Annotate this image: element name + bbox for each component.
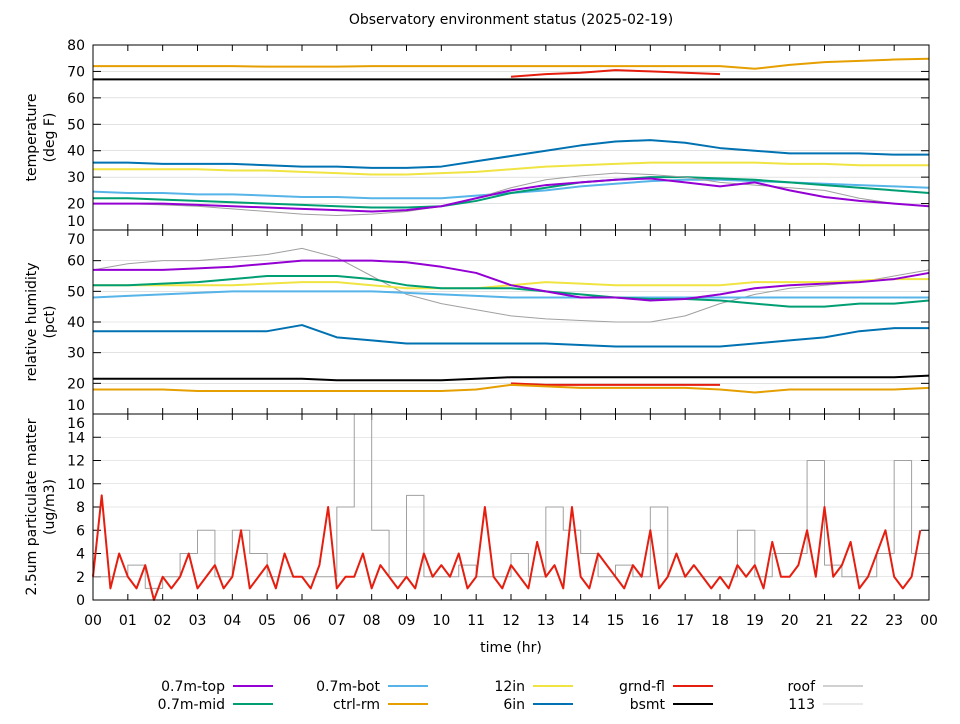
y-tick-label: 80	[67, 38, 85, 54]
y-tick-label: 4	[76, 547, 85, 563]
y-axis-label: (deg F)	[42, 113, 58, 163]
x-tick-label: 17	[676, 613, 694, 629]
series-line-0.7m-bot	[92, 290, 929, 299]
x-tick-label: 07	[328, 613, 346, 629]
series-line-0.7m-top	[93, 259, 930, 302]
y-tick-label: 50	[67, 284, 85, 300]
y-axis-label: (pct)	[42, 306, 58, 339]
series-line-ctrl-rm	[93, 57, 930, 70]
y-axis-label: relative humidity	[24, 262, 40, 381]
series-line-grnd-fl	[510, 69, 721, 78]
y-axis-label: (ug/m3)	[42, 479, 58, 535]
y-tick-label: 40	[67, 315, 85, 331]
legend-label: 0.7m-bot	[316, 679, 380, 695]
y-tick-label: 70	[67, 232, 85, 248]
y-tick-label: 20	[67, 197, 85, 213]
series-line-grnd-fl	[510, 382, 720, 386]
y-tick-label: 10	[67, 214, 85, 230]
y-tick-label: 12	[67, 454, 85, 470]
x-tick-label: 08	[363, 613, 381, 629]
x-tick-label: 21	[816, 613, 834, 629]
legend-label: 113	[788, 697, 815, 713]
series-line-roof	[93, 413, 929, 589]
series-line-6in	[93, 324, 929, 348]
y-tick-label: 60	[67, 91, 85, 107]
x-tick-label: 09	[398, 613, 416, 629]
series-line-roof	[92, 247, 930, 323]
x-tick-label: 02	[154, 613, 172, 629]
x-tick-label: 19	[746, 613, 764, 629]
x-tick-label: 22	[850, 613, 868, 629]
x-tick-label: 13	[537, 613, 555, 629]
x-tick-label: 18	[711, 613, 729, 629]
y-tick-label: 40	[67, 144, 85, 160]
panel-1: 10 20 30 40 50 60 70 relative humidity (pct)	[24, 229, 930, 415]
y-axis-label: temperature	[24, 94, 40, 182]
y-axis-label: 2.5um particulate matter	[24, 418, 40, 595]
x-axis-label: time (hr)	[480, 640, 542, 656]
legend: 0.7m-top 0.7m-mid 0.7m-bot ctrl-rm 12in 6in gr…	[158, 679, 863, 713]
legend-label: 0.7m-top	[161, 679, 225, 695]
series-line-0.7m-mid	[93, 275, 930, 308]
x-tick-label: 04	[223, 613, 241, 629]
x-tick-label: 14	[572, 613, 590, 629]
x-tick-label: 16	[641, 613, 659, 629]
y-tick-label: 16	[67, 416, 85, 432]
x-tick-label: 23	[885, 613, 903, 629]
series-line-0.7m-top	[93, 177, 930, 213]
x-tick-label: 05	[258, 613, 276, 629]
legend-label: roof	[787, 679, 816, 695]
x-tick-label: 01	[119, 613, 137, 629]
y-tick-label: 70	[67, 64, 85, 80]
y-tick-label: 10	[67, 398, 85, 414]
y-tick-label: 30	[67, 346, 85, 362]
x-tick-label: 11	[467, 613, 485, 629]
x-tick-label: 03	[189, 613, 207, 629]
x-tick-label: 15	[607, 613, 625, 629]
y-tick-label: 6	[76, 523, 85, 539]
series-line-12in	[93, 161, 929, 176]
x-tick-label: 12	[502, 613, 520, 629]
x-tick-label: 20	[781, 613, 799, 629]
series-line-0.7m-mid	[93, 176, 930, 209]
y-tick-label: 20	[67, 376, 85, 392]
legend-label: ctrl-rm	[333, 697, 380, 713]
x-tick-label: 00	[920, 613, 938, 629]
y-tick-label: 2	[76, 570, 85, 586]
legend-label: grnd-fl	[619, 679, 665, 695]
legend-label: 12in	[494, 679, 525, 695]
y-tick-label: 60	[67, 254, 85, 270]
x-tick-label: 06	[293, 613, 311, 629]
y-tick-label: 14	[67, 430, 85, 446]
y-tick-label: 50	[67, 117, 85, 133]
series-line-grnd-fl	[92, 494, 922, 601]
series-line-roof	[93, 172, 930, 216]
plot-frame	[92, 413, 930, 601]
x-tick-label: 00	[84, 613, 102, 629]
series-line-ctrl-rm	[93, 383, 930, 394]
y-tick-label: 8	[76, 500, 85, 516]
chart-title: Observatory environment status (2025-02-…	[349, 12, 673, 28]
legend-label: 0.7m-mid	[158, 697, 225, 713]
legend-label: 6in	[503, 697, 525, 713]
y-tick-label: 10	[67, 477, 85, 493]
y-tick-label: 0	[76, 593, 85, 609]
legend-label: bsmt	[630, 697, 666, 713]
series-line-6in	[93, 139, 929, 169]
y-tick-label: 30	[67, 170, 85, 186]
x-tick-label: 10	[432, 613, 450, 629]
series-line-bsmt	[93, 374, 930, 382]
